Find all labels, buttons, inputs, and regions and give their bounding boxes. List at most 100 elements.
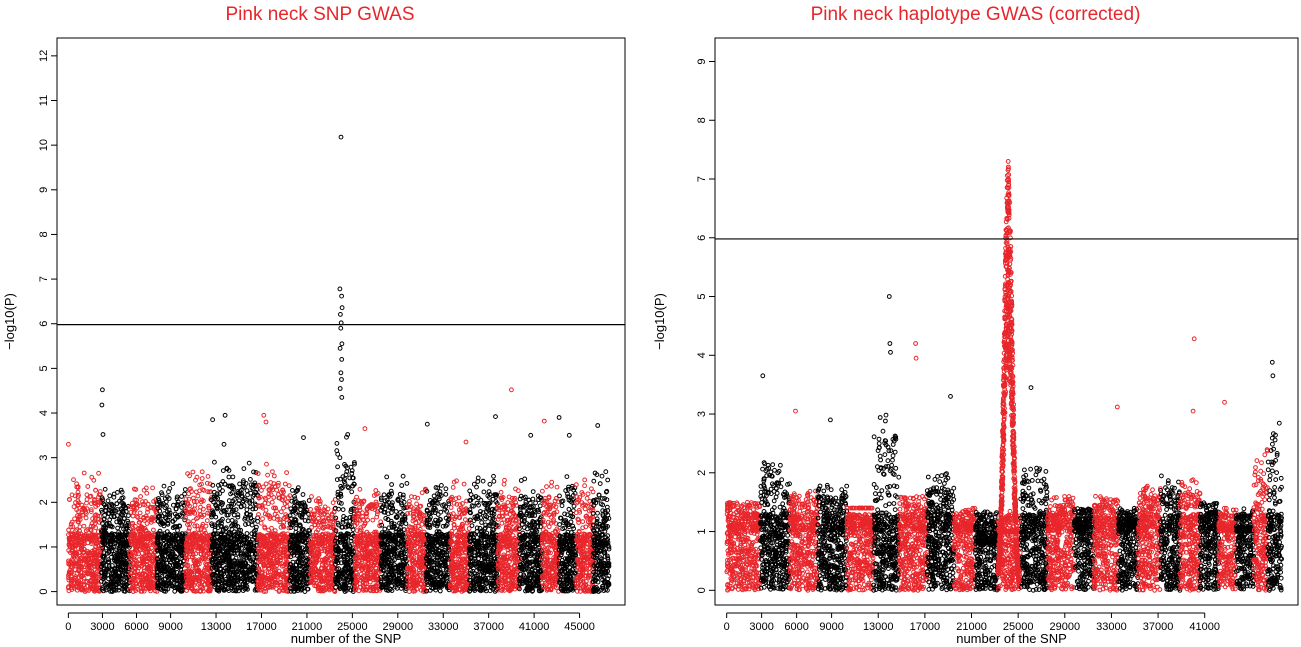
data-point	[144, 490, 150, 496]
data-point	[102, 516, 107, 522]
data-point	[89, 521, 95, 526]
data-point	[88, 509, 94, 515]
data-point	[76, 557, 82, 563]
data-point	[172, 588, 178, 594]
data-point	[83, 515, 89, 521]
data-point	[72, 516, 77, 522]
data-point	[136, 551, 141, 557]
data-point	[100, 533, 106, 539]
data-point	[168, 543, 174, 548]
data-point	[108, 581, 113, 587]
data-point	[140, 499, 145, 505]
data-point	[138, 494, 144, 499]
data-point	[245, 492, 250, 498]
data-point	[357, 486, 363, 492]
data-point	[149, 517, 154, 523]
data-point	[66, 541, 72, 547]
data-point	[81, 470, 87, 476]
data-point	[216, 500, 221, 506]
data-point	[163, 535, 168, 541]
data-point	[132, 497, 138, 503]
data-point	[169, 538, 175, 544]
data-point	[115, 573, 120, 579]
data-point	[103, 530, 109, 536]
data-point	[73, 542, 79, 548]
data-points	[66, 134, 612, 594]
data-point	[308, 507, 314, 512]
data-point	[172, 524, 177, 530]
data-point	[72, 550, 77, 555]
data-point	[109, 588, 115, 594]
data-point	[155, 534, 161, 540]
data-point	[137, 582, 143, 587]
data-point	[169, 582, 175, 588]
data-point	[128, 539, 134, 545]
data-point	[276, 480, 281, 486]
data-point	[138, 538, 143, 544]
data-point	[67, 562, 73, 568]
data-point	[118, 543, 124, 549]
data-point	[140, 586, 146, 592]
data-point	[81, 523, 87, 529]
data-point	[174, 494, 180, 500]
data-point	[101, 580, 107, 586]
data-point	[157, 508, 163, 514]
data-point	[179, 505, 185, 510]
data-point	[293, 526, 299, 531]
data-point	[73, 533, 78, 539]
data-point	[399, 483, 405, 488]
data-point	[132, 550, 137, 556]
data-point	[81, 549, 86, 555]
data-point	[75, 489, 81, 495]
data-point	[78, 565, 84, 570]
data-point	[140, 502, 146, 507]
data-point	[101, 570, 107, 575]
data-point	[140, 559, 146, 565]
data-point	[139, 525, 145, 530]
data-point	[93, 512, 99, 518]
data-point	[89, 581, 94, 587]
data-point	[69, 519, 75, 525]
data-point	[176, 572, 182, 578]
data-point	[309, 525, 315, 530]
data-point	[162, 511, 167, 517]
data-point	[131, 570, 137, 575]
data-point	[125, 520, 131, 526]
data-point	[141, 487, 147, 493]
data-point	[105, 498, 111, 504]
data-point	[93, 504, 99, 509]
data-point	[133, 588, 139, 593]
data-point	[226, 474, 232, 480]
data-point	[384, 474, 390, 480]
data-point	[77, 524, 83, 530]
data-point	[137, 510, 143, 516]
data-point	[86, 555, 92, 561]
data-point	[230, 474, 236, 480]
data-point	[158, 575, 163, 581]
data-point	[110, 510, 115, 515]
data-point	[92, 497, 97, 502]
data-point	[142, 583, 148, 588]
data-point	[102, 537, 108, 543]
data-point	[172, 511, 178, 517]
data-point	[132, 566, 138, 571]
data-point	[81, 582, 87, 587]
data-point	[203, 523, 209, 529]
data-point	[128, 509, 134, 515]
data-point	[85, 571, 90, 577]
data-point	[180, 500, 186, 506]
data-point	[117, 556, 122, 562]
data-point	[199, 476, 205, 481]
data-point	[176, 584, 182, 590]
data-point	[84, 500, 89, 506]
data-point	[251, 469, 256, 475]
data-point	[72, 493, 78, 499]
data-point	[77, 517, 83, 522]
data-point	[109, 568, 115, 573]
data-point	[106, 557, 111, 562]
data-point	[365, 517, 371, 523]
data-point	[113, 540, 119, 546]
data-point	[129, 500, 135, 506]
data-point	[123, 555, 129, 561]
